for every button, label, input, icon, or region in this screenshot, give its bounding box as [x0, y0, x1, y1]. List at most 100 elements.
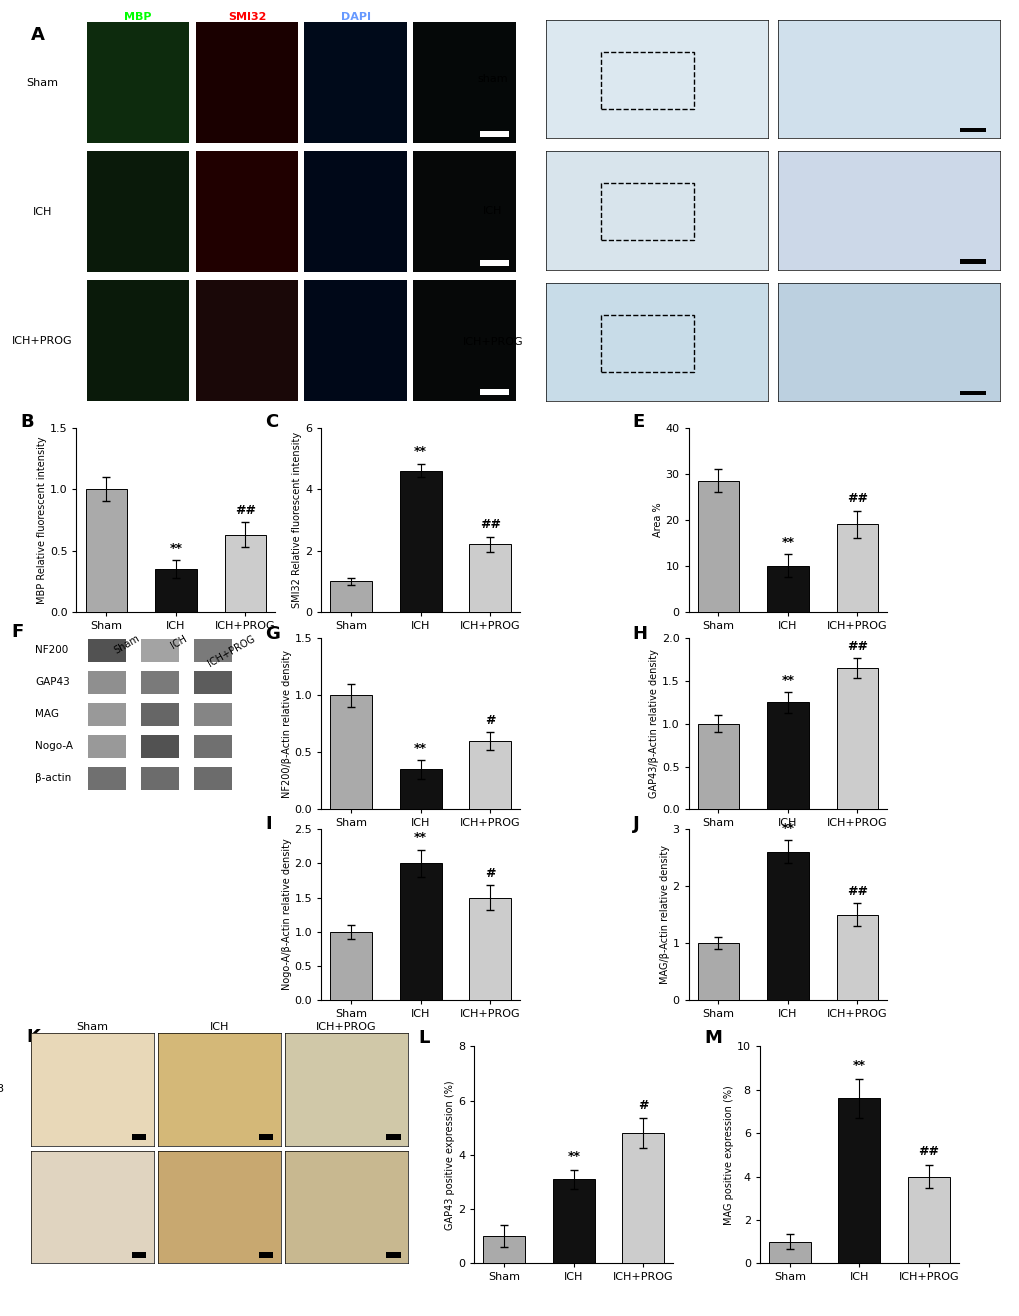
- Y-axis label: ICH: ICH: [483, 205, 502, 216]
- Y-axis label: MBP Relative fluorescent intensity: MBP Relative fluorescent intensity: [37, 436, 47, 604]
- Bar: [131, 1134, 146, 1140]
- Bar: [88, 734, 126, 758]
- Bar: [86, 490, 127, 612]
- Bar: [330, 582, 372, 612]
- Bar: [959, 259, 985, 265]
- Bar: [480, 261, 508, 266]
- Bar: [194, 734, 231, 758]
- Y-axis label: GAP43: GAP43: [0, 1084, 5, 1095]
- Y-axis label: Nogo-A/β-Actin relative density: Nogo-A/β-Actin relative density: [281, 838, 291, 991]
- Bar: [836, 524, 877, 612]
- Bar: [88, 638, 126, 662]
- Title: ICH: ICH: [210, 1023, 228, 1032]
- Bar: [141, 734, 179, 758]
- Text: C: C: [265, 413, 278, 430]
- Bar: [194, 671, 231, 694]
- Text: ##: ##: [846, 640, 867, 653]
- Y-axis label: SMI32 Relative fluorescent intensity: SMI32 Relative fluorescent intensity: [292, 432, 302, 608]
- Text: #: #: [485, 713, 495, 726]
- Bar: [959, 391, 985, 396]
- Bar: [600, 183, 694, 241]
- Text: A: A: [31, 26, 45, 45]
- Text: ##: ##: [846, 886, 867, 898]
- Y-axis label: NF200/β-Actin relative density: NF200/β-Actin relative density: [281, 650, 291, 797]
- Text: **: **: [781, 674, 794, 687]
- Bar: [141, 638, 179, 662]
- Bar: [88, 671, 126, 694]
- Bar: [330, 695, 372, 809]
- Bar: [330, 932, 372, 1000]
- Y-axis label: ICH+PROG: ICH+PROG: [463, 337, 523, 347]
- Bar: [399, 471, 441, 612]
- Bar: [766, 851, 808, 1000]
- Text: MAG: MAG: [36, 709, 59, 720]
- Text: L: L: [418, 1029, 430, 1046]
- Title: Merge: Merge: [444, 12, 484, 21]
- Text: J: J: [632, 816, 639, 833]
- Bar: [697, 480, 739, 612]
- Text: **: **: [414, 742, 427, 755]
- Y-axis label: MAG/β-Actin relative density: MAG/β-Actin relative density: [659, 845, 668, 984]
- Text: **: **: [414, 832, 427, 845]
- Bar: [88, 703, 126, 726]
- Bar: [469, 898, 511, 1000]
- Text: ICH: ICH: [169, 633, 189, 650]
- Bar: [155, 569, 197, 612]
- Title: MBP: MBP: [124, 12, 152, 21]
- Title: Sham: Sham: [76, 1023, 108, 1032]
- Bar: [600, 51, 694, 109]
- Bar: [141, 703, 179, 726]
- Text: E: E: [632, 413, 644, 430]
- Bar: [259, 1134, 273, 1140]
- Bar: [88, 767, 126, 790]
- Y-axis label: GAP43 positive expression (%): GAP43 positive expression (%): [445, 1080, 454, 1229]
- Text: ICH+PROG: ICH+PROG: [206, 633, 257, 669]
- Bar: [600, 315, 694, 372]
- Bar: [768, 1242, 810, 1263]
- Text: **: **: [567, 1150, 580, 1163]
- Bar: [838, 1099, 879, 1263]
- Bar: [697, 724, 739, 809]
- Bar: [766, 566, 808, 612]
- Text: G: G: [265, 625, 280, 642]
- Y-axis label: ICH+PROG: ICH+PROG: [12, 336, 72, 346]
- Y-axis label: Sham: Sham: [26, 78, 58, 88]
- Title: ICH+PROG: ICH+PROG: [316, 1023, 376, 1032]
- Text: D: D: [545, 26, 560, 45]
- Text: NF200: NF200: [36, 645, 68, 655]
- Bar: [141, 671, 179, 694]
- Bar: [766, 703, 808, 809]
- Text: K: K: [26, 1029, 41, 1046]
- Y-axis label: sham: sham: [477, 74, 507, 84]
- Bar: [622, 1133, 663, 1263]
- Bar: [480, 132, 508, 137]
- Text: F: F: [11, 622, 23, 641]
- Title: SMI32: SMI32: [227, 12, 266, 21]
- Bar: [552, 1179, 594, 1263]
- Y-axis label: ICH: ICH: [33, 207, 52, 217]
- Bar: [259, 1252, 273, 1258]
- Bar: [141, 767, 179, 790]
- Text: Sham: Sham: [112, 633, 141, 657]
- Bar: [194, 767, 231, 790]
- Text: ##: ##: [846, 492, 867, 505]
- Text: GAP43: GAP43: [36, 678, 70, 687]
- Text: M: M: [703, 1029, 721, 1046]
- Text: **: **: [781, 536, 794, 549]
- Text: **: **: [852, 1059, 865, 1073]
- Text: H: H: [632, 625, 647, 642]
- Bar: [697, 944, 739, 1000]
- Bar: [836, 915, 877, 1000]
- Bar: [836, 669, 877, 809]
- Y-axis label: Area %: Area %: [652, 503, 662, 537]
- Bar: [399, 770, 441, 809]
- Bar: [469, 741, 511, 809]
- Text: β-actin: β-actin: [36, 774, 71, 783]
- Text: ##: ##: [234, 504, 256, 517]
- Text: #: #: [485, 867, 495, 880]
- Text: **: **: [169, 542, 182, 555]
- Text: **: **: [781, 822, 794, 836]
- Text: ##: ##: [479, 519, 500, 532]
- Text: I: I: [265, 816, 272, 833]
- Text: B: B: [20, 413, 35, 430]
